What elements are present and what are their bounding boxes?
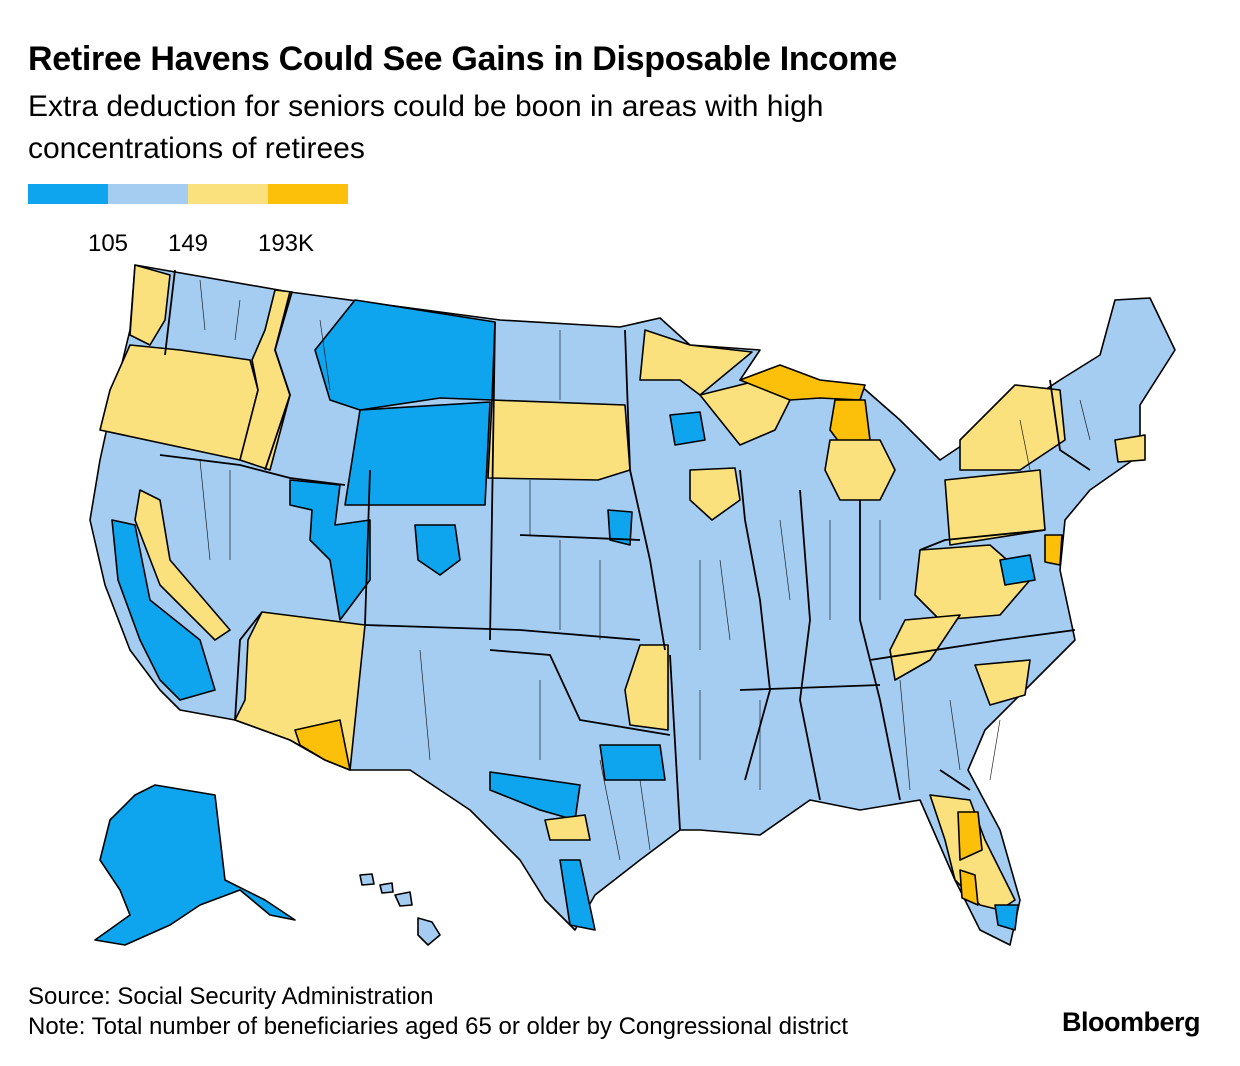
texas-san-antonio — [544, 814, 591, 841]
hawaii-big-island — [417, 917, 441, 946]
methodology-note: Note: Total number of beneficiaries aged… — [28, 1013, 849, 1040]
legend-tick-105: 105 — [87, 230, 129, 257]
legend-tick-193k: 193K — [257, 230, 315, 257]
florida-south-blue — [994, 904, 1019, 931]
nebraska-omaha — [607, 509, 633, 546]
legend-color-bar — [28, 184, 388, 204]
legend-swatch-high — [188, 184, 268, 204]
district-borders — [199, 279, 1091, 861]
legend-tick-149: 149 — [167, 230, 209, 257]
florida-orange — [957, 811, 983, 861]
hawaii-kauai — [359, 873, 375, 886]
nevada-district — [134, 489, 231, 641]
iowa-district — [689, 467, 741, 521]
legend-ticks: 105 149 193K — [28, 204, 388, 257]
california-coast — [111, 519, 216, 701]
texas-dallas — [599, 744, 666, 781]
minnesota-twin-cities — [669, 411, 706, 446]
state-washington-west — [129, 264, 171, 346]
michigan-lower-south — [824, 439, 896, 501]
chart-subtitle: Extra deduction for seniors could be boo… — [28, 90, 824, 165]
bloomberg-logo: Bloomberg — [1061, 1007, 1201, 1037]
legend-swatch-lowest — [28, 184, 108, 204]
carolina-yellow — [974, 659, 1031, 706]
footer: Source: Social Security Administration N… — [28, 982, 848, 1042]
kentucky-tennessee-yellow — [889, 614, 961, 681]
hawaii-oahu — [379, 882, 394, 894]
delaware-orange — [1044, 534, 1063, 566]
utah-districts — [289, 479, 371, 621]
maryland-blue — [999, 554, 1036, 586]
texas-west — [489, 771, 581, 821]
legend-swatch-highest — [268, 184, 348, 204]
michigan-upper-peninsula — [739, 364, 866, 401]
texas-south — [559, 859, 596, 931]
alaska — [94, 784, 296, 946]
legend-swatch-low — [108, 184, 188, 204]
hawaii-maui — [394, 891, 413, 907]
new-york-yellow — [959, 384, 1066, 471]
state-borders — [159, 269, 1091, 831]
arizona-district-orange — [294, 719, 351, 771]
color-legend: 105 149 193K — [28, 184, 388, 257]
colorado-districts — [414, 524, 461, 576]
source-note: Source: Social Security Administration — [28, 983, 434, 1010]
chart-title: Retiree Havens Could See Gains in Dispos… — [28, 40, 897, 78]
state-south-dakota — [487, 399, 631, 481]
state-wyoming — [344, 401, 491, 506]
massachusetts-yellow — [1114, 434, 1146, 463]
florida-southwest — [959, 869, 979, 906]
